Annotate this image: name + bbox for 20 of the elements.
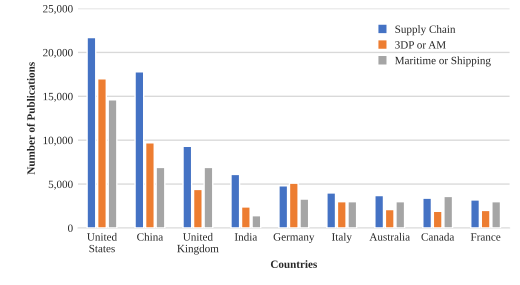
y-axis-title: Number of Publications (26, 62, 35, 174)
y-tick-label: 20,000 (43, 48, 73, 58)
legend-label: Supply Chain (395, 25, 456, 36)
y-tick-label: 15,000 (44, 92, 73, 102)
y-tick-label: 5,000 (48, 180, 73, 190)
y-tick-label: 10,000 (44, 136, 73, 146)
legend-label: 3DP or AM (395, 41, 446, 49)
x-tick-label: United Kingdom (177, 232, 219, 255)
y-tick-label: 25,000 (43, 5, 73, 14)
x-tick-label: India (234, 232, 258, 241)
x-tick-label: China (137, 232, 164, 241)
x-tick-label: United States (87, 232, 117, 252)
x-tick-label: France (470, 233, 500, 241)
x-tick-label: Australia (369, 232, 410, 241)
legend-label: Maritime or Shipping (395, 56, 491, 67)
x-axis-title: Countries (270, 260, 317, 268)
x-tick-label: Italy (332, 232, 352, 243)
y-tick-label: 0 (68, 224, 73, 232)
x-tick-label: Germany (274, 233, 314, 243)
x-tick-label: Canada (421, 232, 454, 241)
